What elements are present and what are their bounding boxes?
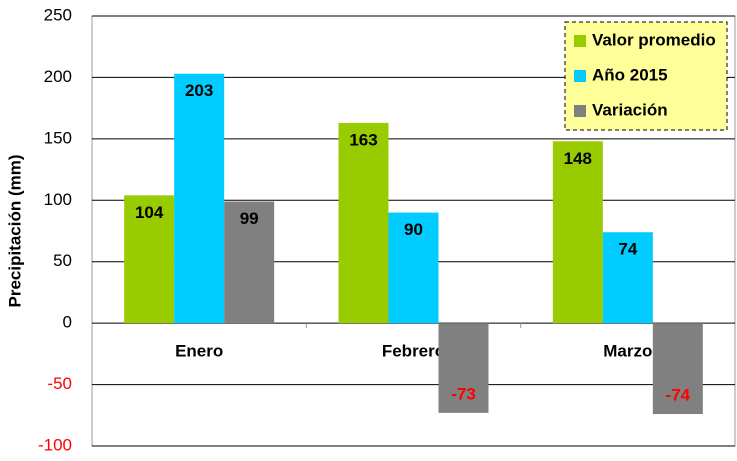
y-tick-label: 200 <box>44 67 72 86</box>
data-label: 90 <box>404 220 423 239</box>
legend-label: Variación <box>592 100 668 119</box>
data-label: 148 <box>564 149 592 168</box>
bar <box>602 232 653 324</box>
bar <box>338 122 389 324</box>
legend-label: Año 2015 <box>592 65 668 84</box>
data-label: 163 <box>349 130 377 149</box>
y-tick-label: 150 <box>44 128 72 147</box>
bar <box>224 201 275 324</box>
y-tick-label: 100 <box>44 190 72 209</box>
data-label: 99 <box>240 209 259 228</box>
bar <box>652 323 703 415</box>
y-tick-label: -100 <box>38 435 72 454</box>
legend <box>564 21 728 131</box>
y-tick-label: 0 <box>63 313 72 332</box>
bar <box>438 323 489 413</box>
y-tick-label: 250 <box>44 5 72 24</box>
x-tick-label: Marzo <box>603 342 652 361</box>
bar <box>552 141 603 324</box>
legend-swatch <box>574 105 586 117</box>
bar <box>124 195 175 324</box>
data-label: 74 <box>618 240 637 259</box>
data-label: -73 <box>451 384 476 403</box>
legend-swatch <box>574 70 586 82</box>
bar <box>388 212 439 324</box>
data-label: -74 <box>666 386 691 405</box>
y-tick-label: -50 <box>47 374 72 393</box>
legend-label: Valor promedio <box>592 30 716 49</box>
data-label: 104 <box>135 203 164 222</box>
bar <box>174 73 225 324</box>
y-tick-label: 50 <box>53 251 72 270</box>
data-label: 203 <box>185 81 213 100</box>
legend-swatch <box>574 35 586 47</box>
x-tick-label: Enero <box>175 342 223 361</box>
x-tick-label: Febrero <box>382 342 445 361</box>
y-axis-label: Precipitación (mm) <box>5 154 24 307</box>
